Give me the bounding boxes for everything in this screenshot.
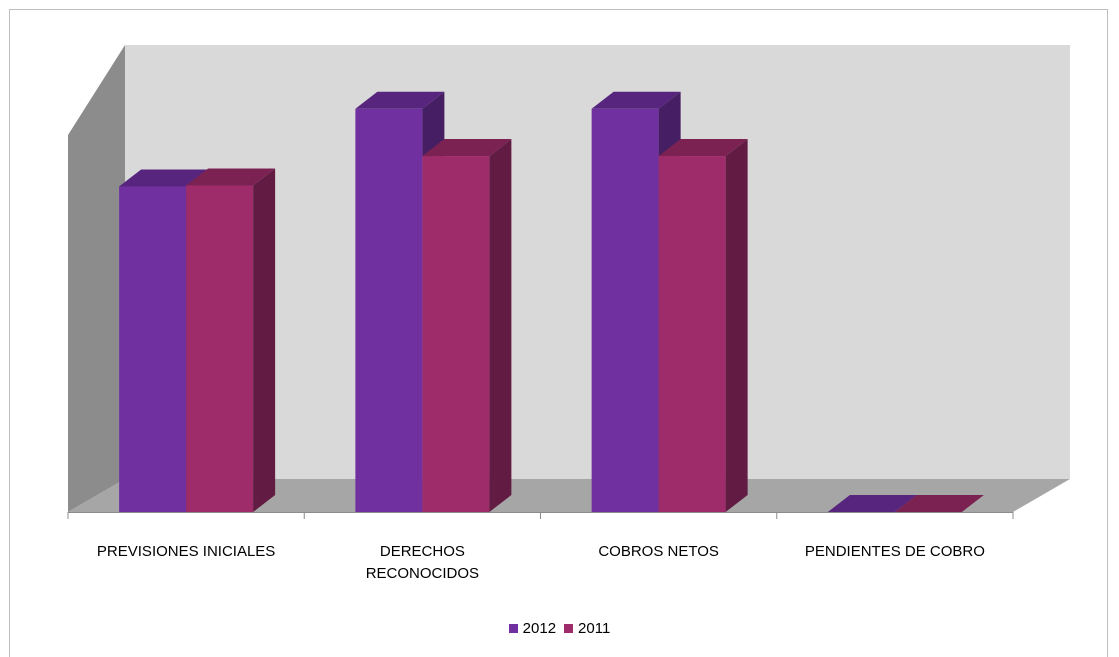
bar (422, 139, 512, 513)
floor (68, 479, 1070, 512)
bar-front (591, 108, 659, 513)
bar-top (658, 139, 748, 157)
bar-front (119, 186, 187, 512)
legend-item: 2012 (508, 620, 557, 637)
bar-top (827, 495, 917, 512)
bar (894, 495, 984, 512)
bar-top (591, 91, 681, 109)
category-label: DERECHOS RECONOCIDOS (366, 543, 479, 582)
legend-label: 2011 (578, 620, 611, 637)
bar-front (658, 156, 726, 513)
bar-side (725, 139, 748, 513)
legend-item: 2011 (564, 620, 610, 637)
legend-swatch (508, 624, 518, 633)
category-label-line: PREVISIONES INICIALES (97, 543, 275, 560)
bar (827, 495, 917, 512)
bar-top (422, 139, 512, 157)
category-label: COBROS NETOS (598, 543, 719, 560)
chart-frame (9, 9, 1108, 657)
bar (186, 168, 276, 512)
bar (658, 139, 748, 513)
bar-side (253, 168, 276, 512)
bar-front (355, 108, 423, 513)
category-labels: PREVISIONES INICIALES DERECHOS RECONOCIDOS… (97, 543, 985, 582)
bars (119, 91, 984, 513)
category-label-line: PENDIENTES DE COBRO (805, 543, 985, 560)
category-label: PENDIENTES DE COBRO (805, 543, 985, 560)
legend-label: 2012 (522, 620, 557, 637)
category-label-line: DERECHOS (380, 543, 465, 560)
side-wall (68, 45, 125, 512)
category-label-line: COBROS NETOS (598, 543, 719, 560)
category-label-line: RECONOCIDOS (366, 565, 479, 582)
category-label: PREVISIONES INICIALES (97, 543, 275, 560)
legend-swatch (564, 624, 574, 633)
bar-side (489, 139, 512, 513)
bar-front (422, 156, 490, 513)
legend: 2012 2011 (0, 620, 1119, 637)
bar-top (186, 168, 276, 186)
bar-top (355, 91, 445, 109)
bar-top (119, 169, 209, 187)
bar-top (894, 495, 984, 512)
bar-front (186, 185, 254, 512)
